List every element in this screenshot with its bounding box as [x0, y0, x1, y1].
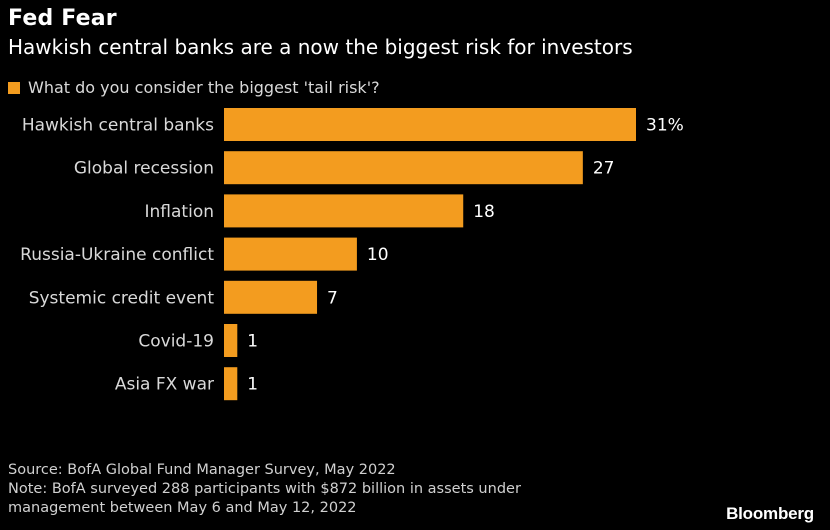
bar-chart: Hawkish central banks 31% Global recession… [20, 108, 684, 401]
bar [224, 151, 583, 185]
source-note: Source: BofA Global Fund Manager Survey,… [8, 462, 396, 478]
legend-swatch [8, 81, 20, 94]
value-label: 10 [367, 245, 389, 265]
bar [224, 280, 318, 314]
bar [224, 367, 238, 401]
survey-note-line-2: management between May 6 and May 12, 202… [8, 500, 357, 516]
bar [224, 194, 464, 228]
category-label: Russia-Ukraine conflict [20, 245, 214, 265]
value-label: 1 [247, 375, 258, 395]
value-label: 7 [327, 288, 338, 308]
category-label: Covid-19 [138, 332, 214, 352]
category-label: Hawkish central banks [22, 116, 214, 136]
category-label: Systemic credit event [29, 288, 215, 308]
value-label: 18 [473, 202, 495, 222]
chart-footer: Source: BofA Global Fund Manager Survey,… [8, 461, 521, 518]
bloomberg-logo: Bloomberg [726, 504, 814, 523]
value-label: 1 [247, 332, 258, 352]
category-label: Inflation [145, 202, 214, 222]
chart-subtitle: Hawkish central banks are a now the bigg… [8, 35, 633, 59]
bar [224, 108, 636, 141]
survey-note-line-1: Note: BofA surveyed 288 participants wit… [8, 481, 521, 497]
chart-title: Fed Fear [8, 6, 117, 31]
bar [224, 324, 238, 357]
bar [224, 237, 357, 271]
category-label: Asia FX war [115, 375, 214, 395]
category-label: Global recession [74, 159, 214, 179]
value-label: 31% [646, 116, 684, 136]
legend-label: What do you consider the biggest 'tail r… [28, 78, 380, 97]
legend: What do you consider the biggest 'tail r… [8, 78, 380, 97]
value-label: 27 [593, 159, 615, 179]
